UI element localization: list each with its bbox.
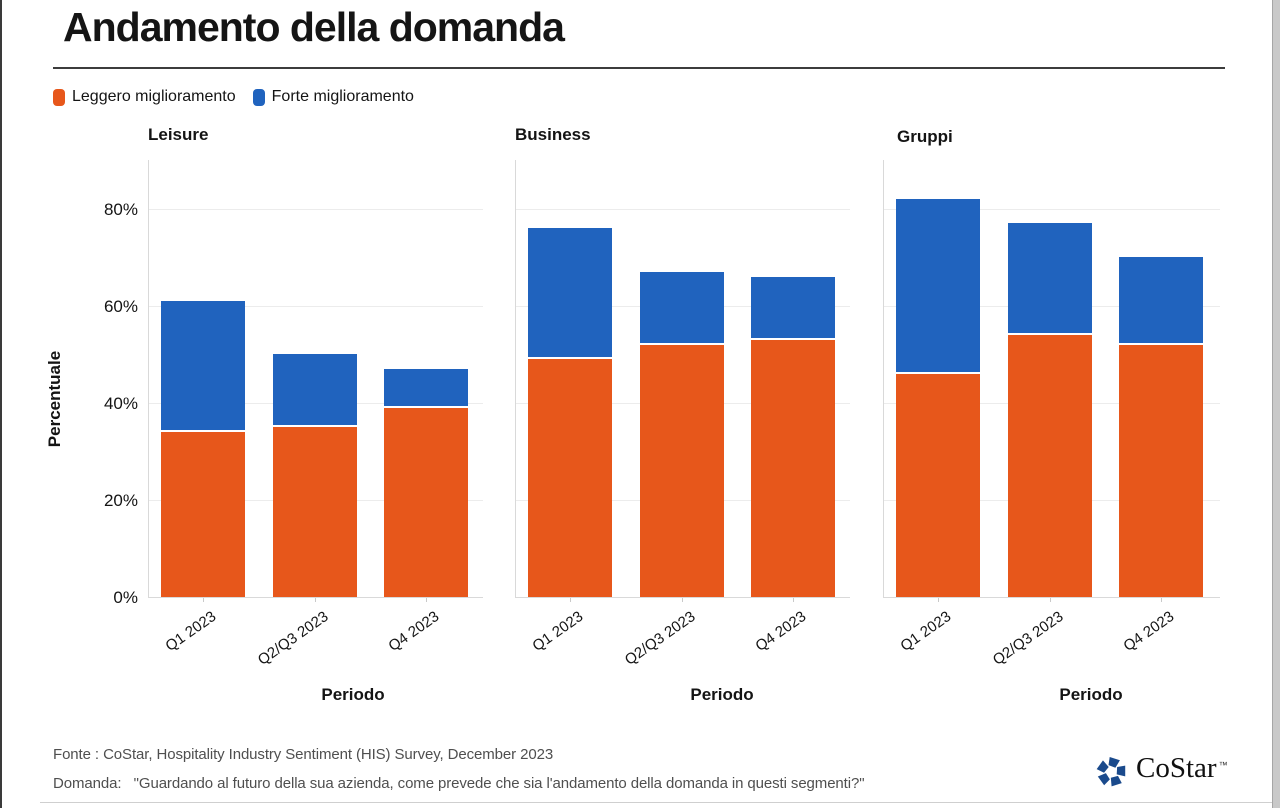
x-tick-label: Q4 2023 <box>385 608 443 655</box>
x-axis-line <box>883 597 1220 598</box>
x-tick-label: Q1 2023 <box>897 608 955 655</box>
bar-segment-forte <box>384 368 468 406</box>
bar-segment-forte <box>640 271 724 343</box>
panel-title-leisure: Leisure <box>148 125 209 144</box>
bar-segment-forte <box>273 354 357 426</box>
x-axis-tick <box>1050 598 1051 602</box>
x-axis-line <box>148 597 483 598</box>
bar-segment-leggero <box>384 407 468 597</box>
footer-divider <box>40 802 1272 803</box>
question-line: Domanda: "Guardando al futuro della sua … <box>53 775 865 792</box>
y-axis-line <box>148 160 149 597</box>
trademark-symbol: ™ <box>1218 760 1228 770</box>
scrollbar-track[interactable] <box>1272 0 1280 808</box>
legend-label: Leggero miglioramento <box>72 88 236 105</box>
panel-title-gruppi: Gruppi <box>897 127 953 146</box>
legend-item-forte: Forte miglioramento <box>252 88 414 106</box>
legend-swatch-forte <box>252 88 265 106</box>
x-axis-tick <box>203 598 204 602</box>
bar-segment-leggero <box>1119 344 1203 597</box>
panel-title-business: Business <box>515 125 591 144</box>
gridline <box>148 305 483 307</box>
title-underline <box>53 67 1225 69</box>
source-label: Fonte : <box>53 746 99 763</box>
bar-segment-leggero <box>528 359 612 597</box>
x-tick-label: Q4 2023 <box>1120 608 1178 655</box>
bar-segment-leggero <box>161 431 245 597</box>
y-axis-line <box>515 160 516 597</box>
y-tick-label: 80% <box>103 199 138 219</box>
legend: Leggero miglioramento Forte migliorament… <box>53 88 414 106</box>
x-axis-title: Periodo <box>690 685 754 704</box>
y-tick-label: 0% <box>113 588 138 607</box>
gridline <box>515 208 850 210</box>
y-tick-label: 40% <box>103 393 138 413</box>
costar-pinwheel-icon <box>1096 757 1126 787</box>
bar-segment-forte <box>161 300 245 430</box>
x-axis-tick <box>682 598 683 602</box>
x-tick-label: Q4 2023 <box>752 608 810 655</box>
x-axis-tick <box>426 598 427 602</box>
legend-item-leggero: Leggero miglioramento <box>53 88 236 106</box>
slide-left-border <box>0 0 2 808</box>
x-axis-title: Periodo <box>1059 685 1123 704</box>
legend-label: Forte miglioramento <box>271 88 414 105</box>
bar-segment-leggero <box>896 373 980 597</box>
bar-segment-leggero <box>751 339 835 597</box>
y-axis-line <box>883 160 884 597</box>
bar-segment-leggero <box>640 344 724 597</box>
x-tick-label: Q1 2023 <box>529 608 587 655</box>
bar-segment-forte <box>896 198 980 372</box>
x-axis-tick <box>1161 598 1162 602</box>
y-tick-label: 20% <box>103 490 138 510</box>
bar-segment-forte <box>528 227 612 358</box>
legend-swatch-leggero <box>53 88 65 106</box>
bar-segment-forte <box>751 276 835 338</box>
x-tick-label: Q2/Q3 2023 <box>622 608 699 669</box>
y-axis-title: Percentuale <box>45 350 64 448</box>
question-text: "Guardando al futuro della sua azienda, … <box>133 775 865 792</box>
x-axis-tick <box>938 598 939 602</box>
x-axis-tick <box>793 598 794 602</box>
costar-logo: CoStar ™ <box>1096 754 1228 787</box>
x-tick-label: Q2/Q3 2023 <box>255 608 332 669</box>
source-line: Fonte : CoStar, Hospitality Industry Sen… <box>53 746 553 763</box>
x-tick-label: Q2/Q3 2023 <box>990 608 1067 669</box>
bar-segment-leggero <box>1008 334 1092 597</box>
bar-segment-forte <box>1119 257 1203 343</box>
page-title: Andamento della domanda <box>63 4 565 50</box>
x-tick-label: Q1 2023 <box>162 608 220 655</box>
costar-wordmark: CoStar <box>1136 752 1217 784</box>
x-axis-tick <box>570 598 571 602</box>
bar-segment-forte <box>1008 223 1092 333</box>
gridline <box>148 208 483 210</box>
bar-segment-leggero <box>273 427 357 597</box>
x-axis-title: Periodo <box>321 685 385 704</box>
gridline <box>883 208 1220 210</box>
y-tick-label: 60% <box>103 296 138 316</box>
x-axis-line <box>515 597 850 598</box>
x-axis-tick <box>315 598 316 602</box>
question-label: Domanda: <box>53 775 122 792</box>
source-text: CoStar, Hospitality Industry Sentiment (… <box>103 746 554 763</box>
